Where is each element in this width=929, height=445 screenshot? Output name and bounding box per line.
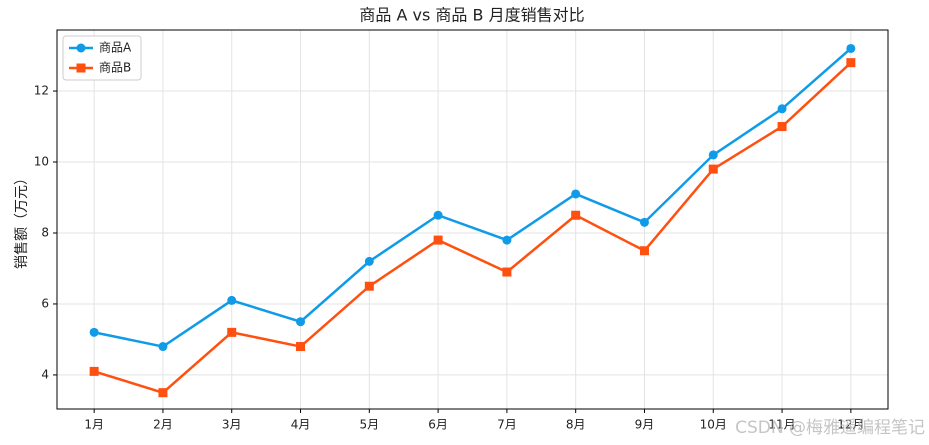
- plot-frame: [56, 29, 889, 410]
- point: [639, 246, 649, 256]
- point: [777, 104, 787, 114]
- point: [846, 43, 856, 53]
- x-tick-label: 4月: [291, 418, 311, 432]
- x-tick-label: 11月: [768, 418, 795, 432]
- point: [433, 235, 443, 245]
- point: [296, 317, 306, 327]
- point: [502, 235, 512, 245]
- point: [364, 256, 374, 266]
- x-tick-label: 5月: [359, 418, 379, 432]
- x-tick-label: 10月: [700, 418, 727, 432]
- point: [227, 295, 237, 305]
- point: [433, 210, 443, 220]
- legend-marker: [76, 43, 86, 53]
- plot-area: 4 6 8 10 12 1月 2月 3月 4月 5月 6月 7月 8月 9月 10月 11月 12月 商品A 商品B: [34, 29, 889, 432]
- x-tick-label: 1月: [84, 418, 104, 432]
- point: [502, 267, 512, 277]
- point: [708, 150, 718, 160]
- series-line: [93, 61, 852, 395]
- x-tick-label: 7月: [497, 418, 517, 432]
- point: [639, 217, 649, 227]
- point: [846, 58, 856, 68]
- legend-marker: [76, 63, 86, 73]
- watermark: CSDN @梅雅遥编程笔记: [735, 418, 925, 438]
- point: [89, 366, 99, 376]
- point: [227, 327, 237, 337]
- point: [708, 164, 718, 174]
- chart-title: 商品 A vs 商品 B 月度销售对比: [359, 6, 584, 25]
- x-tick-label: 6月: [428, 418, 448, 432]
- series-line: [93, 47, 852, 348]
- point: [777, 122, 787, 132]
- x-tick-label: 8月: [566, 418, 586, 432]
- y-tick-label: 8: [41, 225, 49, 239]
- point: [571, 189, 581, 199]
- point: [364, 281, 374, 291]
- x-tick-label: 9月: [635, 418, 655, 432]
- point: [296, 342, 306, 352]
- x-tick-label: 3月: [222, 418, 242, 432]
- legend-label: 商品A: [99, 40, 132, 55]
- y-tick-label: 6: [41, 296, 49, 310]
- y-axis-label: 销售额（万元）: [14, 171, 30, 269]
- x-tick-label: 2月: [153, 418, 173, 432]
- x-tick-label: 12月: [837, 418, 864, 432]
- point: [571, 210, 581, 220]
- legend-label: 商品B: [99, 60, 131, 75]
- y-tick-label: 12: [34, 84, 49, 98]
- y-tick-label: 10: [34, 155, 49, 169]
- point: [158, 342, 168, 352]
- point: [89, 327, 99, 337]
- y-tick-label: 4: [41, 367, 49, 381]
- point: [158, 388, 168, 398]
